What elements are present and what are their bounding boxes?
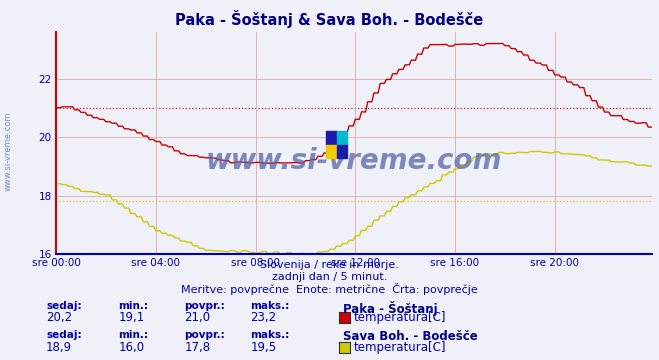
Text: 16,0: 16,0	[119, 341, 145, 354]
Text: sedaj:: sedaj:	[46, 301, 82, 311]
Text: maks.:: maks.:	[250, 301, 290, 311]
Text: 18,9: 18,9	[46, 341, 72, 354]
Text: zadnji dan / 5 minut.: zadnji dan / 5 minut.	[272, 272, 387, 282]
Text: www.si-vreme.com: www.si-vreme.com	[206, 147, 502, 175]
Text: 19,1: 19,1	[119, 311, 145, 324]
Text: povpr.:: povpr.:	[185, 301, 225, 311]
Text: maks.:: maks.:	[250, 330, 290, 341]
Text: Sava Boh. - Bodešče: Sava Boh. - Bodešče	[343, 330, 477, 343]
Text: temperatura[C]: temperatura[C]	[353, 311, 445, 324]
Text: 21,0: 21,0	[185, 311, 211, 324]
Text: Slovenija / reke in morje.: Slovenija / reke in morje.	[260, 260, 399, 270]
Text: 20,2: 20,2	[46, 311, 72, 324]
Text: Paka - Šoštanj & Sava Boh. - Bodešče: Paka - Šoštanj & Sava Boh. - Bodešče	[175, 10, 484, 28]
Text: Paka - Šoštanj: Paka - Šoštanj	[343, 301, 438, 316]
Text: povpr.:: povpr.:	[185, 330, 225, 341]
Text: sedaj:: sedaj:	[46, 330, 82, 341]
Text: www.si-vreme.com: www.si-vreme.com	[3, 112, 13, 191]
Text: 17,8: 17,8	[185, 341, 211, 354]
Text: temperatura[C]: temperatura[C]	[353, 341, 445, 354]
Text: min.:: min.:	[119, 330, 149, 341]
Text: 19,5: 19,5	[250, 341, 277, 354]
Text: Meritve: povprečne  Enote: metrične  Črta: povprečje: Meritve: povprečne Enote: metrične Črta:…	[181, 283, 478, 295]
Text: min.:: min.:	[119, 301, 149, 311]
Text: 23,2: 23,2	[250, 311, 277, 324]
